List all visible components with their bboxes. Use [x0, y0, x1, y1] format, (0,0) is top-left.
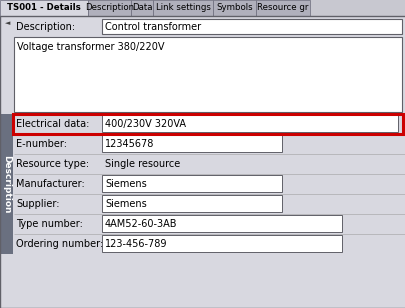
Bar [14, 194, 405, 214]
Text: Ordering number:: Ordering number: [16, 239, 103, 249]
Text: Link settings: Link settings [155, 3, 210, 13]
Text: Description:: Description: [16, 22, 75, 32]
Bar [0, 0, 88, 16]
Text: Control transformer: Control transformer [105, 22, 200, 32]
Bar [102, 175, 281, 192]
Bar [102, 195, 281, 212]
Bar [102, 115, 397, 132]
Text: Resource gr: Resource gr [257, 3, 308, 13]
Bar [14, 234, 405, 254]
Text: E-number:: E-number: [16, 139, 67, 149]
Bar [256, 0, 309, 16]
Text: Resource type:: Resource type: [16, 159, 89, 169]
Text: TS001 - Details: TS001 - Details [7, 3, 81, 13]
Text: 123-456-789: 123-456-789 [105, 239, 167, 249]
Bar [88, 0, 131, 16]
Bar [14, 214, 405, 234]
Bar [102, 215, 341, 232]
Bar [153, 0, 213, 16]
Text: 400/230V 320VA: 400/230V 320VA [105, 119, 185, 129]
Bar [14, 154, 405, 174]
Text: Description: Description [2, 155, 11, 213]
Bar [213, 0, 256, 16]
Bar [102, 235, 341, 252]
Text: Single resource: Single resource [105, 159, 180, 169]
Text: Type number:: Type number: [16, 219, 83, 229]
Bar [0, 114, 13, 254]
Text: Siemens: Siemens [105, 199, 146, 209]
Bar [14, 134, 405, 154]
Text: Electrical data:: Electrical data: [16, 119, 89, 129]
Text: 4AM52-60-3AB: 4AM52-60-3AB [105, 219, 177, 229]
Text: 12345678: 12345678 [105, 139, 154, 149]
Text: Supplier:: Supplier: [16, 199, 60, 209]
Text: Description: Description [85, 3, 134, 13]
Text: Voltage transformer 380/220V: Voltage transformer 380/220V [17, 42, 164, 52]
Text: Data: Data [132, 3, 152, 13]
Bar [131, 0, 153, 16]
Bar [102, 135, 281, 152]
Bar [102, 19, 401, 34]
Text: Symbols: Symbols [215, 3, 252, 13]
Text: ◄: ◄ [5, 20, 11, 26]
Bar [13, 114, 402, 134]
Bar [14, 37, 401, 112]
Bar [14, 174, 405, 194]
Bar [14, 114, 405, 134]
Text: Siemens: Siemens [105, 179, 146, 189]
Text: Manufacturer:: Manufacturer: [16, 179, 85, 189]
